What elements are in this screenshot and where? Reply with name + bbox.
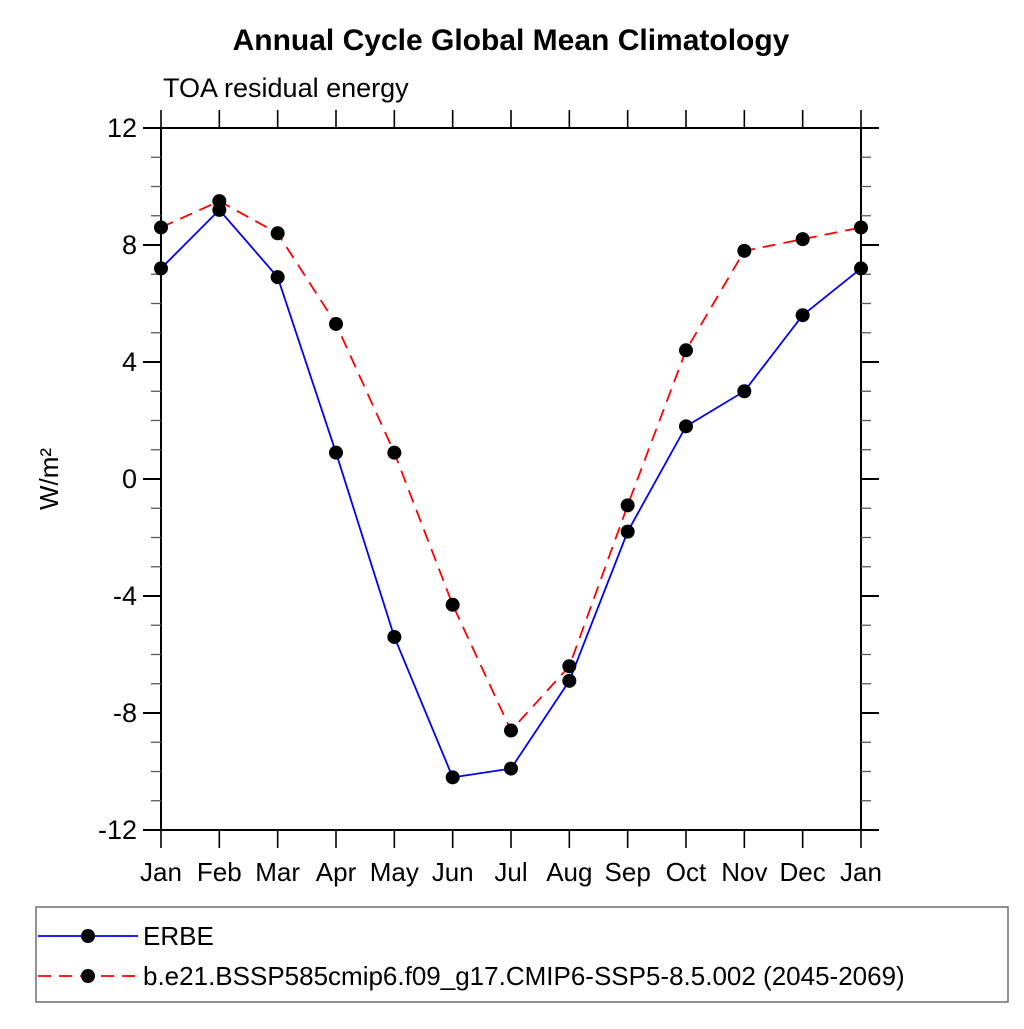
y-tick-label: 12 bbox=[107, 113, 137, 143]
x-tick-label: Aug bbox=[546, 857, 592, 887]
data-point-marker-erbe bbox=[737, 384, 752, 399]
chart-title: Annual Cycle Global Mean Climatology bbox=[233, 24, 790, 57]
x-tick-label: Dec bbox=[780, 857, 826, 887]
x-tick-label: Feb bbox=[197, 857, 242, 887]
x-tick-label: Jul bbox=[494, 857, 527, 887]
legend-label-erbe: ERBE bbox=[143, 921, 214, 951]
data-point-marker-erbe bbox=[154, 261, 168, 276]
x-tick-label: Jun bbox=[432, 857, 474, 887]
data-point-marker-erbe bbox=[562, 673, 577, 688]
y-tick-label: 4 bbox=[122, 347, 137, 377]
x-tick-label: May bbox=[370, 857, 419, 887]
x-tick-label: Oct bbox=[666, 857, 707, 887]
data-point-marker-model bbox=[795, 232, 810, 247]
data-point-marker-erbe bbox=[445, 770, 460, 785]
y-tick-label: -12 bbox=[98, 815, 137, 845]
data-point-marker-model bbox=[504, 723, 518, 738]
x-tick-label: Sep bbox=[605, 857, 651, 887]
y-axis-label: W/m² bbox=[34, 448, 64, 510]
data-point-marker-model bbox=[212, 194, 227, 209]
legend-marker bbox=[81, 969, 95, 983]
y-tick-label: -8 bbox=[113, 698, 137, 728]
series-line-model bbox=[160, 200, 862, 733]
data-point-marker-model bbox=[329, 316, 343, 331]
y-tick-label: 0 bbox=[122, 464, 137, 494]
data-point-marker-model bbox=[445, 597, 460, 612]
data-point-marker-model bbox=[620, 498, 635, 513]
data-point-marker-model bbox=[387, 445, 402, 460]
data-point-marker-erbe bbox=[329, 445, 343, 460]
data-point-marker-model bbox=[854, 220, 868, 235]
data-point-marker-erbe bbox=[679, 419, 693, 434]
data-point-marker-erbe bbox=[270, 270, 285, 285]
legend-samples bbox=[38, 929, 138, 983]
data-point-marker-model bbox=[154, 220, 168, 235]
y-tick-label: -4 bbox=[113, 581, 137, 611]
data-point-marker-erbe bbox=[854, 261, 868, 276]
x-tick-label: Jan bbox=[840, 857, 882, 887]
legend-label-model: b.e21.BSSP585cmip6.f09_g17.CMIP6-SSP5-8.… bbox=[143, 961, 905, 991]
x-tick-label: Nov bbox=[721, 857, 767, 887]
x-tick-label: Jan bbox=[140, 857, 182, 887]
data-point-marker-erbe bbox=[504, 761, 518, 776]
data-point-marker-model bbox=[270, 226, 285, 241]
x-tick-label: Mar bbox=[255, 857, 300, 887]
y-tick-label: 8 bbox=[122, 230, 137, 260]
data-point-marker-erbe bbox=[620, 524, 635, 539]
legend-box bbox=[35, 906, 1009, 1003]
data-point-marker-model bbox=[679, 343, 693, 358]
series-line-erbe bbox=[160, 208, 862, 779]
data-point-marker-erbe bbox=[387, 629, 402, 644]
x-tick-label: Apr bbox=[316, 857, 357, 887]
legend: ERBE b.e21.BSSP585cmip6.f09_g17.CMIP6-SS… bbox=[35, 906, 1009, 1003]
plot-area: -12 -8 -4 0 4 8 12 Jan Feb Mar Apr May Jun Jul Aug Sep O… bbox=[98, 110, 882, 887]
data-point-marker-erbe bbox=[795, 308, 810, 323]
chart-subtitle: TOA residual energy bbox=[163, 73, 409, 103]
data-point-marker-model bbox=[562, 659, 577, 674]
legend-marker bbox=[81, 929, 95, 943]
data-point-marker-model bbox=[737, 243, 752, 258]
